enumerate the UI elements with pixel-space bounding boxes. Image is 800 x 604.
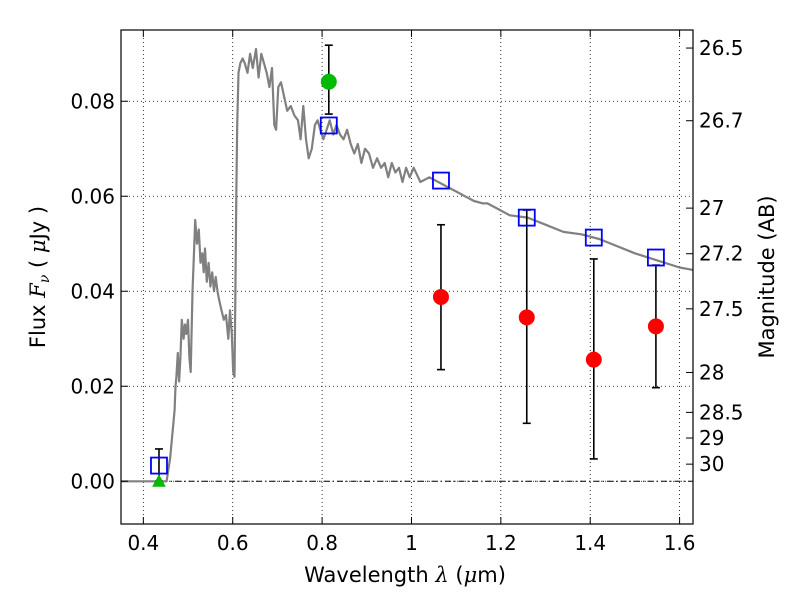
x-tick-label: 0.8 xyxy=(306,531,338,555)
observed-green-marker xyxy=(320,73,337,90)
y2-tick-label: 28 xyxy=(699,360,724,384)
y2-tick-label: 27.5 xyxy=(699,297,744,321)
axis-ticks: 0.4 0.6 0.8 1 1.2 1.4 1.6 0.00 0.02 0.04 0.06 0.08 2… xyxy=(70,30,744,555)
photometry-square-marker xyxy=(150,456,168,475)
y-tick-label: 0.02 xyxy=(70,374,115,398)
x-tick-label: 1.4 xyxy=(574,531,606,555)
model-spectrum-line xyxy=(121,47,694,483)
photometry-square-marker xyxy=(517,208,536,227)
y2-tick-label: 26.5 xyxy=(699,36,744,60)
plot-area xyxy=(121,44,694,487)
y2-tick-label: 30 xyxy=(699,452,724,476)
y2-tick-label: 29 xyxy=(699,426,724,450)
observed-red-marker xyxy=(518,309,535,326)
x-tick-label: 1.2 xyxy=(485,531,517,555)
plot-frame xyxy=(120,29,694,525)
x-tick-label: 0.6 xyxy=(217,531,249,555)
y-tick-label: 0.04 xyxy=(70,279,115,303)
y-tick-label: 0.00 xyxy=(70,469,115,493)
photometry-square-marker xyxy=(584,228,603,247)
x-axis-label: Wavelength λ (μm) xyxy=(304,563,506,587)
x-tick-label: 0.4 xyxy=(127,531,159,555)
photometry-square-marker xyxy=(319,116,338,135)
x-tick-label: 1 xyxy=(405,531,418,555)
y-tick-label: 0.08 xyxy=(70,89,115,113)
upper-limit-triangle-marker xyxy=(152,474,166,487)
observed-red-marker xyxy=(647,318,664,335)
y2-tick-label: 28.5 xyxy=(699,400,744,424)
y-tick-label: 0.06 xyxy=(70,184,115,208)
y2-tick-label: 27.2 xyxy=(699,242,744,266)
y-axis-label: Flux Fν ( μJy ) xyxy=(26,206,53,348)
photometry-square-marker xyxy=(432,171,450,190)
x-tick-label: 1.6 xyxy=(664,531,696,555)
observed-red-marker xyxy=(432,288,449,305)
observed-red-marker xyxy=(585,351,602,368)
y2-tick-label: 27 xyxy=(699,196,724,220)
y2-tick-label: 26.7 xyxy=(699,109,744,133)
y2-axis-label: Magnitude (AB) xyxy=(755,195,779,358)
photometry-square-marker xyxy=(647,248,665,267)
